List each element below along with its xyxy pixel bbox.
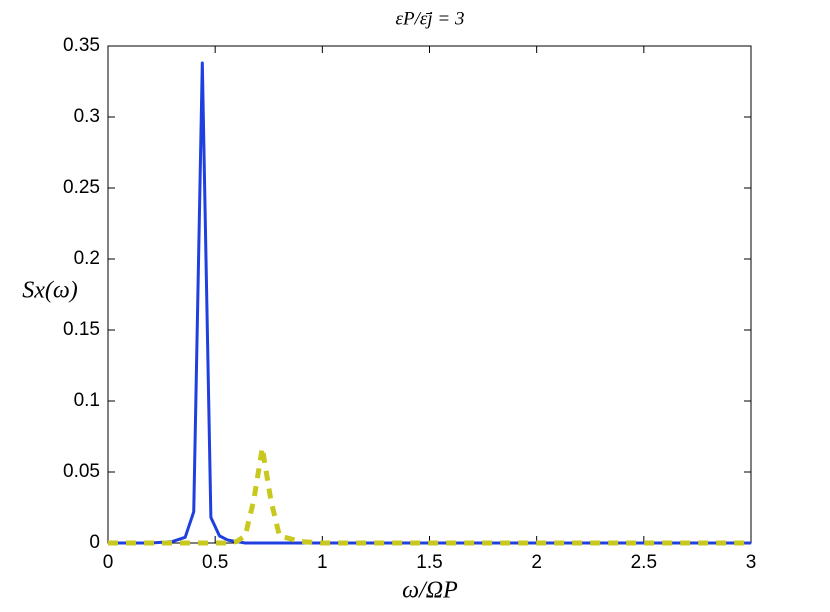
- chart-title: εP/ε̄j = 3: [396, 8, 465, 29]
- y-tick-label: 0: [89, 532, 100, 553]
- x-tick-label: 1: [317, 552, 328, 573]
- y-tick-label: 0.3: [74, 106, 100, 127]
- y-tick-label: 0.05: [63, 461, 100, 482]
- series-line: [108, 61, 751, 545]
- x-tick-label: 0.5: [202, 552, 228, 573]
- x-tick-label: 2: [531, 552, 542, 573]
- x-tick-label: 3: [746, 552, 757, 573]
- y-tick-label: 0.15: [63, 319, 100, 340]
- x-axis-label: ω/ΩP: [402, 578, 458, 604]
- y-tick-label: 0.35: [63, 35, 100, 56]
- x-tick-label: 0: [103, 552, 114, 573]
- y-tick-label: 0.1: [74, 390, 100, 411]
- x-tick-label: 2.5: [631, 552, 657, 573]
- y-tick-label: 0.25: [63, 177, 100, 198]
- y-tick-label: 0.2: [74, 248, 100, 269]
- x-tick-label: 1.5: [416, 552, 442, 573]
- series-line: [108, 445, 751, 546]
- y-axis-label: Sx(ω): [22, 278, 78, 304]
